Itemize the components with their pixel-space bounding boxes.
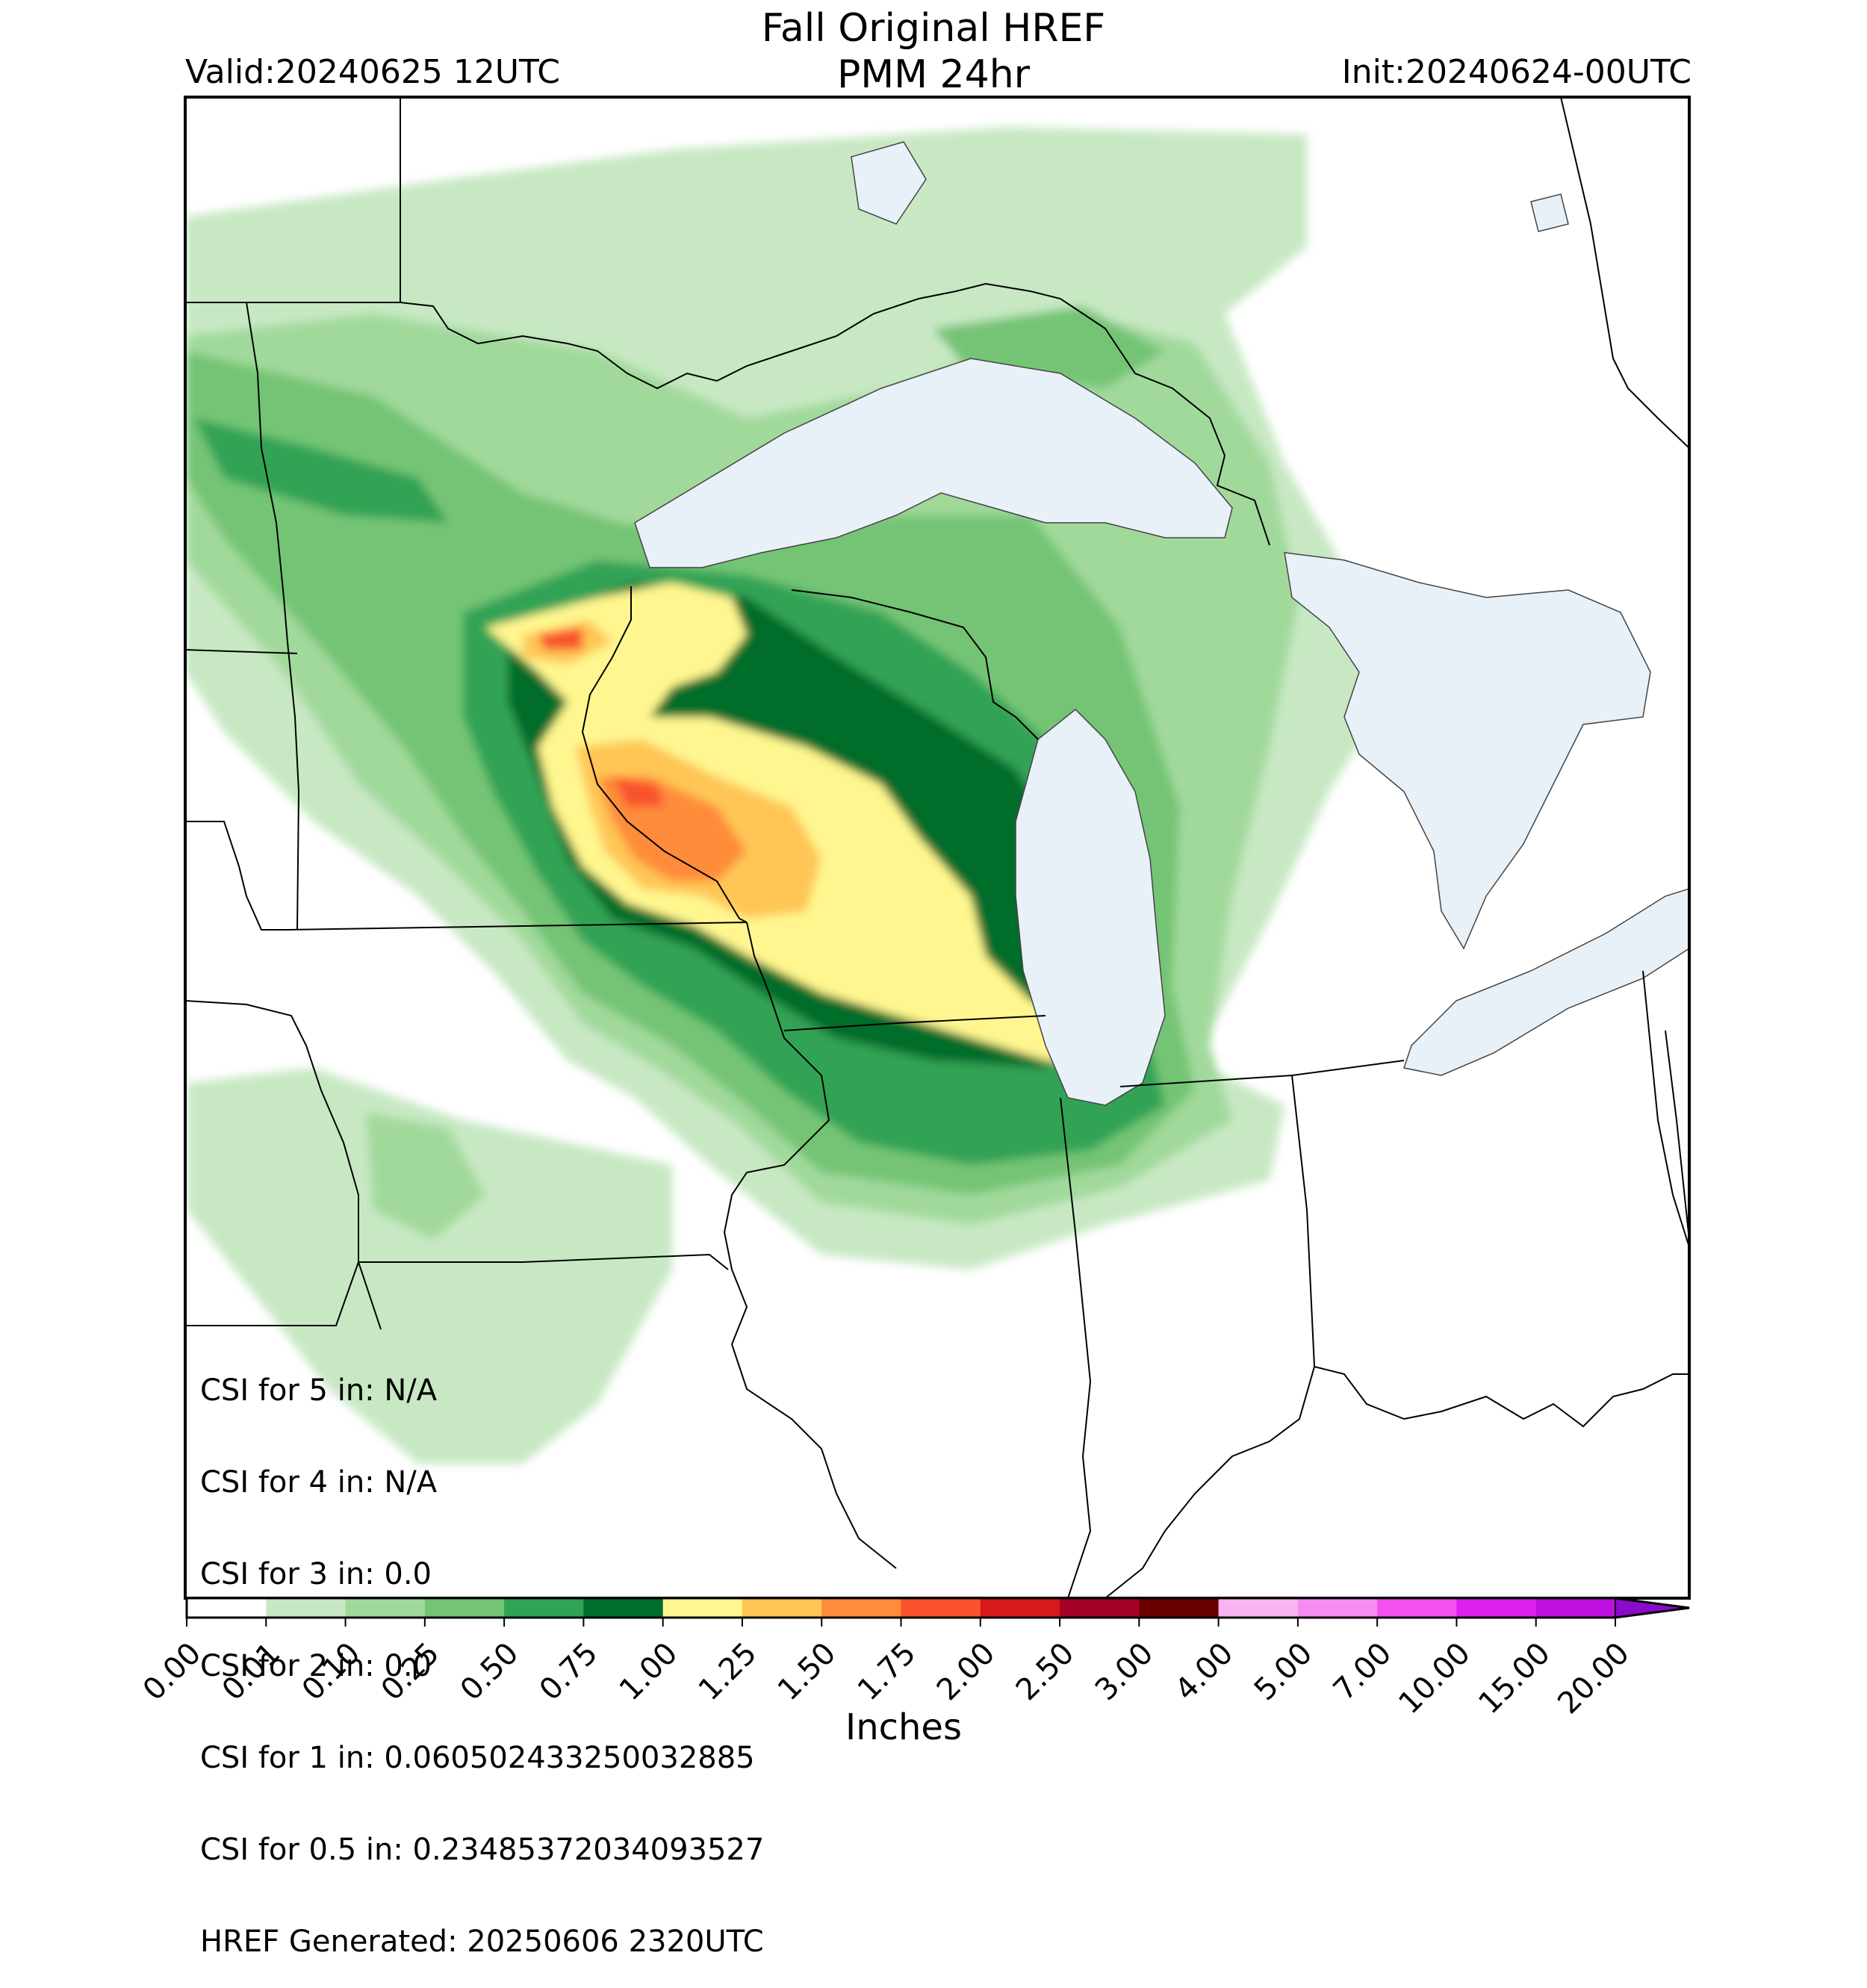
nebraska-north: [185, 1261, 359, 1326]
csi-line: CSI for 4 in: N/A: [200, 1465, 438, 1500]
precip-0.01-sw: [187, 1068, 672, 1464]
minnesota-iowa-west: [185, 821, 288, 931]
ohio-penn-border: [1665, 1030, 1689, 1240]
east-edge-border: [1642, 970, 1689, 1248]
init-time-label: Init:20240624-00UTC: [1341, 53, 1692, 91]
colorbar-segment: [424, 1598, 505, 1618]
colorbar-segment: [345, 1598, 426, 1618]
precip-1.00: [485, 583, 1150, 1068]
lake-huron: [1284, 552, 1651, 950]
colorbar-segment: [901, 1598, 981, 1618]
csi-line: CSI for 3 in: 0.0: [200, 1557, 432, 1591]
colorbar-segment: [1060, 1598, 1140, 1618]
ohio-river: [1314, 1366, 1689, 1428]
colorbar-segment: [821, 1598, 901, 1618]
valid-time-label: Valid:20240625 12UTC: [185, 53, 561, 91]
us-canada-border: [185, 97, 1270, 546]
kentucky-border: [1105, 1366, 1315, 1598]
precip-1.75: [538, 627, 665, 807]
precip-map: [184, 96, 1691, 1627]
lake-winnipeg-region: [851, 141, 927, 225]
generated-line: HREF Generated: 20250606 2320UTC: [200, 1925, 764, 1959]
precip-0.50-nw: [194, 418, 448, 523]
illinois-indiana-border: [1060, 1097, 1092, 1598]
precip-0.10-sw: [366, 1113, 485, 1240]
colorbar-segment: [504, 1598, 584, 1618]
lake-erie: [1403, 888, 1689, 1076]
wisconsin-michigan-border: [791, 589, 1039, 740]
great-lakes: [634, 141, 1689, 1106]
missouri-river-east: [731, 1344, 897, 1569]
csi-line: CSI for 0.5 in: 0.23485372034093527: [200, 1833, 765, 1867]
political-borders: [185, 97, 1689, 1598]
map-title-line1: Fall Original HREF: [761, 6, 1106, 51]
indiana-ohio-border: [1291, 1075, 1315, 1367]
colorbar-segment: [662, 1598, 743, 1618]
minnesota-iowa-border: [287, 922, 748, 931]
map-title-line2: PMM 24hr: [836, 52, 1031, 97]
minnesota-wisconsin-border: [581, 586, 748, 923]
lake-nipigon: [1530, 193, 1569, 232]
colorbar-segment: [1297, 1598, 1378, 1618]
iowa-missouri-border: [358, 1253, 729, 1270]
csi-stats: CSI for 5 in: N/A CSI for 4 in: N/A CSI …: [200, 1314, 764, 1988]
lake-michigan: [1015, 708, 1166, 1106]
colorbar-segment: [1456, 1598, 1537, 1618]
csi-line: CSI for 2 in: 0.0: [200, 1649, 432, 1683]
csi-line: CSI for 5 in: N/A: [200, 1373, 438, 1408]
colorbar-extend-arrow: [1615, 1597, 1690, 1619]
michigan-ohio-border: [1119, 1060, 1405, 1087]
colorbar-segment: [583, 1598, 664, 1618]
colorbar-segment: [1535, 1598, 1616, 1618]
south-dakota-south: [185, 1000, 382, 1330]
colorbar-segment: [980, 1598, 1060, 1618]
colorbar-segment: [1377, 1598, 1457, 1618]
ontario-boundary: [1560, 97, 1689, 449]
colorbar-label: Inches: [845, 1706, 962, 1748]
minnesota-west-border: [246, 302, 300, 931]
south-dakota-north-border: [185, 649, 298, 654]
csi-line: CSI for 1 in: 0.060502433250032885: [200, 1741, 755, 1775]
colorbar-segment: [1218, 1598, 1299, 1618]
colorbar-segment: [187, 1598, 267, 1618]
iowa-illinois-border: [723, 922, 830, 1345]
colorbar-segment: [742, 1598, 822, 1618]
lake-superior: [634, 358, 1233, 568]
colorbar-segment: [266, 1598, 347, 1618]
wisconsin-illinois-border: [783, 1015, 1046, 1031]
colorbar-outline: [185, 1597, 1690, 1619]
colorbar: [185, 1597, 1690, 1627]
colorbar-segment: [1139, 1598, 1220, 1618]
